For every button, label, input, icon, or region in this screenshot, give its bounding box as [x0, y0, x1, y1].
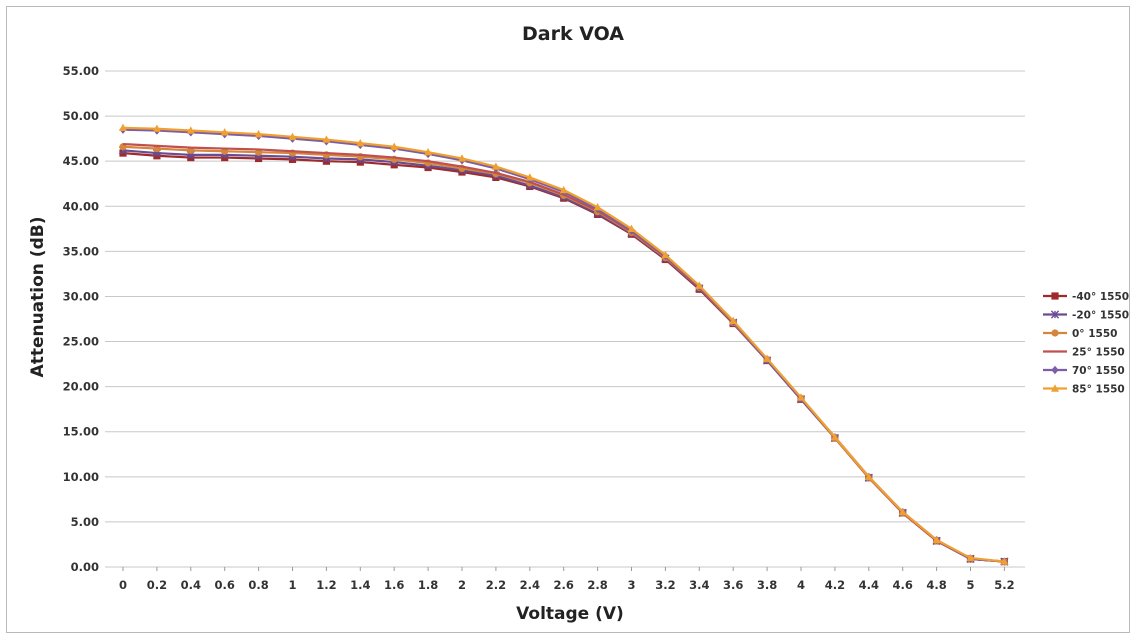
data-point [1050, 310, 1060, 319]
y-tick-label: 50.00 [63, 109, 99, 123]
series-line [122, 149, 1005, 563]
data-point [458, 154, 466, 162]
data-point [152, 124, 161, 132]
data-point [525, 173, 534, 181]
x-tick-label: 5 [966, 578, 974, 592]
gridlines [105, 70, 1025, 571]
data-point [424, 147, 433, 156]
x-tick-label: 1.2 [316, 578, 336, 592]
data-point [559, 185, 568, 194]
y-axis-title: Attenuation (dB) [28, 217, 48, 378]
data-point [830, 432, 839, 441]
x-tick-label: 4.8 [926, 578, 946, 592]
x-tick-label: 2.8 [587, 578, 607, 592]
data-point [390, 142, 399, 150]
data-point [864, 472, 873, 481]
x-tick-label: 0.8 [248, 578, 268, 592]
x-tick-label: 4.6 [893, 578, 913, 592]
y-tick-label: 45.00 [63, 154, 99, 168]
data-point [186, 126, 195, 134]
x-axis-title: Voltage (V) [516, 604, 624, 624]
x-tick-label: 4.4 [859, 578, 879, 592]
legend-item: 0° 1550 [1043, 328, 1117, 340]
data-point [220, 128, 229, 136]
legend-item: -40° 1550 [1043, 291, 1129, 303]
x-tick-label: 0 [119, 578, 127, 592]
data-point [1051, 329, 1059, 337]
legend-label: 85° 1550 [1072, 384, 1125, 396]
x-tick-label: 2.4 [520, 578, 540, 592]
data-point [119, 123, 127, 132]
series-line [122, 145, 1005, 563]
data-point [661, 250, 670, 259]
data-point [491, 162, 500, 170]
legend-label: -40° 1550 [1072, 291, 1129, 303]
y-tick-label: 35.00 [63, 244, 99, 258]
line-chart: Dark VOA 0.005.0010.0015.0020.0025.0030.… [28, 23, 1129, 624]
data-point [1051, 365, 1059, 375]
chart-container: Dark VOA 0.00 5.00 10.00 15.00 20.00 25.00 30.… [6, 6, 1130, 633]
y-tick-label: 10.00 [63, 470, 99, 484]
legend-item: 85° 1550 [1043, 384, 1125, 396]
data-point [288, 132, 297, 141]
legend-label: 0° 1550 [1072, 328, 1117, 340]
x-tick-label: 3 [627, 578, 635, 592]
y-tick-label: 15.00 [63, 425, 99, 439]
x-axis-ticks: 0 0.2 0.4 0.6 0.8 1 1.2 1.4 1.6 1.8 2 2.2 2.4 2.6 2.8 3… [119, 578, 1015, 592]
x-tick-label: 2 [458, 578, 466, 592]
y-tick-label: 30.00 [63, 289, 99, 303]
x-tick-label: 1 [288, 578, 296, 592]
x-tick-label: 1.8 [418, 578, 438, 592]
chart-title: Dark VOA [522, 23, 624, 45]
x-tick-label: 3.8 [757, 578, 777, 592]
x-tick-label: 2.6 [554, 578, 574, 592]
y-tick-label: 0.00 [71, 560, 99, 574]
data-point [593, 202, 602, 211]
x-tick-label: 0.6 [215, 578, 235, 592]
data-point [356, 138, 365, 147]
data-point [322, 135, 331, 143]
x-tick-label: 3.4 [689, 578, 709, 592]
x-tick-label: 3.2 [655, 578, 675, 592]
legend-item: 70° 1550 [1043, 365, 1125, 377]
legend-label: 25° 1550 [1072, 347, 1125, 359]
y-tick-label: 25.00 [63, 335, 99, 349]
x-tick-label: 2.2 [486, 578, 506, 592]
data-point [898, 507, 907, 516]
data-point [729, 316, 738, 325]
data-point [627, 224, 636, 233]
legend-label: 70° 1550 [1072, 365, 1125, 377]
data-point [966, 553, 975, 562]
data-point [695, 281, 704, 289]
series-line [122, 151, 1005, 563]
x-tick-label: 1.6 [384, 578, 404, 592]
legend: -40° 1550 -20° 1550 0° 1550 25° 1550 70° 155… [1043, 291, 1129, 396]
y-axis-ticks: 0.00 5.00 10.00 15.00 20.00 25.00 30.00 35.00 40… [63, 64, 99, 574]
x-tick-label: 4 [797, 578, 805, 592]
x-tick-label: 1.4 [350, 578, 370, 592]
series-85-1550 [119, 123, 1009, 565]
x-tick-label: 3.6 [723, 578, 743, 592]
series--20-1550 [118, 146, 1009, 566]
legend-item: 25° 1550 [1043, 347, 1125, 359]
data-point [932, 535, 941, 544]
data-point [254, 129, 263, 138]
x-tick-label: 5.2 [994, 578, 1014, 592]
data-point [797, 393, 805, 401]
legend-label: -20° 1550 [1072, 310, 1129, 322]
data-point [1051, 292, 1059, 300]
x-tick-label: 0.4 [181, 578, 201, 592]
y-tick-label: 55.00 [63, 64, 99, 78]
series--40-1550 [119, 149, 1008, 566]
x-tick-label: 4.2 [825, 578, 845, 592]
y-tick-label: 20.00 [63, 380, 99, 394]
series-lines [118, 123, 1009, 566]
data-point [1051, 384, 1059, 392]
y-tick-label: 40.00 [63, 199, 99, 213]
y-tick-label: 5.00 [71, 515, 99, 529]
x-tick-label: 0.2 [147, 578, 167, 592]
legend-item: -20° 1550 [1043, 310, 1129, 322]
data-point [763, 354, 772, 362]
data-point [1000, 557, 1009, 565]
